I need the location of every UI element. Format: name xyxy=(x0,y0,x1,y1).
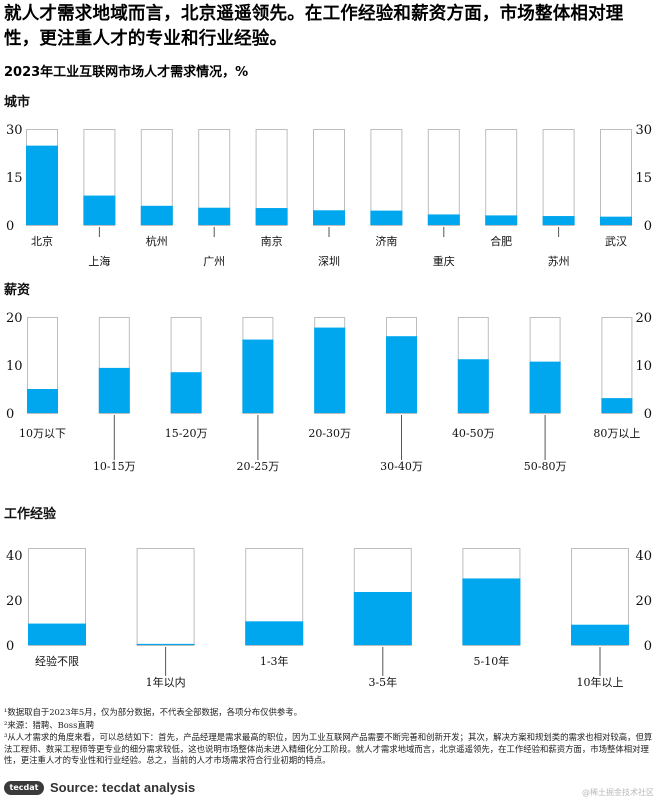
chart1-category-label: 广州 xyxy=(203,255,225,268)
chart2-bar xyxy=(170,372,202,413)
chart2-bar xyxy=(457,359,489,413)
chart3-ytick-right: 0 xyxy=(644,639,652,654)
chart1-category-label: 上海 xyxy=(88,254,110,268)
chart1-bar xyxy=(600,216,632,225)
chart1-category-label: 杭州 xyxy=(146,234,168,248)
chart2-ytick-left: 0 xyxy=(6,407,14,422)
chart3-title: 工作经验 xyxy=(4,506,57,522)
chart3-bar xyxy=(353,591,412,645)
chart3-ytick-left: 40 xyxy=(6,549,23,564)
chart1-bar-track xyxy=(427,129,460,226)
chart2-bar xyxy=(601,398,633,413)
chart3-category-label: 10年以上 xyxy=(577,675,624,689)
chart1-ytick-left: 0 xyxy=(6,219,14,234)
chart3-ytick-left: 20 xyxy=(6,594,23,609)
chart1-category-label: 北京 xyxy=(31,234,53,248)
chart2-category-label: 40-50万 xyxy=(452,427,495,440)
chart3-category-label: 5-10年 xyxy=(474,654,510,668)
chart3-category-label: 3-5年 xyxy=(368,675,397,689)
chart3-bar xyxy=(245,621,304,645)
chart3-bar xyxy=(462,578,521,645)
tecdat-logo: tecdat xyxy=(4,780,44,795)
chart1-category-label: 合肥 xyxy=(490,234,512,248)
chart3-category-label: 1-3年 xyxy=(260,654,289,668)
chart2-bar xyxy=(242,339,274,413)
chart1-ytick-right: 0 xyxy=(644,219,652,234)
chart1-bar-track xyxy=(542,129,575,226)
chart2-ytick-right: 0 xyxy=(644,407,652,422)
chart1-bar-track xyxy=(485,129,518,226)
chart2-ytick-right: 20 xyxy=(635,311,652,326)
chart1-bar xyxy=(140,205,173,225)
chart1-bar xyxy=(198,207,231,225)
chart2-title: 薪资 xyxy=(4,282,30,298)
chart1-bar xyxy=(427,214,460,225)
chart1-bar xyxy=(485,215,518,225)
footnote-3: ³从人才需求的角度来看，可以总结如下：首先，产品经理是需求最高的职位，因为工业互… xyxy=(4,732,653,765)
chart3-category-label: 经验不限 xyxy=(35,654,79,668)
chart2-ytick-left: 10 xyxy=(6,359,23,374)
chart2-bar xyxy=(314,327,346,413)
chart1-bar xyxy=(313,210,345,225)
chart1-bar xyxy=(26,145,58,225)
chart3-ytick-right: 20 xyxy=(635,594,652,609)
chart2-bar xyxy=(98,367,130,413)
chart1-bar xyxy=(542,216,575,225)
chart2-category-label: 10万以下 xyxy=(19,427,66,440)
chart1-ytick-right: 15 xyxy=(635,171,652,186)
chart1-bar xyxy=(255,208,288,225)
chart1-ytick-left: 30 xyxy=(6,123,23,138)
chart2-category-label: 10-15万 xyxy=(93,460,136,473)
chart1-category-label: 重庆 xyxy=(433,254,455,268)
chart3-bar xyxy=(28,623,86,645)
chart2-bar xyxy=(529,361,561,413)
chart1-bar xyxy=(83,195,116,225)
footnotes: ¹数据取自于2023年5月，仅为部分数据，不代表全部数据，各项分布仅供参考。 ²… xyxy=(4,707,656,768)
footnote-2: ²来源：猎聘、Boss直聘 xyxy=(4,719,95,730)
chart1-bar-track xyxy=(370,129,403,226)
chart1-category-label: 武汉 xyxy=(605,235,627,248)
chart1-category-label: 济南 xyxy=(375,234,397,248)
chart1-ytick-right: 30 xyxy=(635,123,652,138)
chart1-category-label: 苏州 xyxy=(548,255,570,268)
chart1-bar-track xyxy=(313,129,345,226)
headline: 就人才需求地域而言，北京遥遥领先。在工作经验和薪资方面，市场整体相对理性，更注重… xyxy=(4,4,624,49)
chart1-ytick-left: 15 xyxy=(6,171,23,186)
chart2-category-label: 15-20万 xyxy=(165,427,208,440)
chart2-category-label: 20-25万 xyxy=(237,460,280,473)
source-label: Source: tecdat analysis xyxy=(50,780,196,795)
chart2-bar xyxy=(27,389,58,413)
chart2-ytick-left: 20 xyxy=(6,311,23,326)
chart3-bar xyxy=(136,643,195,645)
chart3-ytick-right: 40 xyxy=(635,549,652,564)
chart3-bar-track xyxy=(136,548,195,646)
chart2-category-label: 50-80万 xyxy=(524,460,567,473)
chart1-bar xyxy=(370,210,403,225)
chart2-bar-track xyxy=(601,317,633,414)
chart2-category-label: 80万以上 xyxy=(593,427,640,440)
chart1-category-label: 深圳 xyxy=(318,255,340,268)
chart3-bar xyxy=(571,624,629,645)
footnote-1: ¹数据取自于2023年5月，仅为部分数据，不代表全部数据，各项分布仅供参考。 xyxy=(4,707,302,717)
source-line: tecdat Source: tecdat analysis xyxy=(4,780,195,795)
chart3-ytick-left: 0 xyxy=(6,639,14,654)
chart1-bar-track xyxy=(600,129,632,226)
chart1-category-label: 南京 xyxy=(261,234,283,248)
watermark: @稀土掘金技术社区 xyxy=(582,788,654,797)
chart2-category-label: 30-40万 xyxy=(380,460,423,473)
chart2-ytick-right: 10 xyxy=(635,359,652,374)
chart2-bar xyxy=(386,336,417,413)
chart1-title: 城市 xyxy=(4,94,30,110)
chart-subtitle: 2023年工业互联网市场人才需求情况，% xyxy=(4,65,249,80)
chart2-category-label: 20-30万 xyxy=(308,427,351,440)
chart3-category-label: 1年以内 xyxy=(146,675,186,689)
